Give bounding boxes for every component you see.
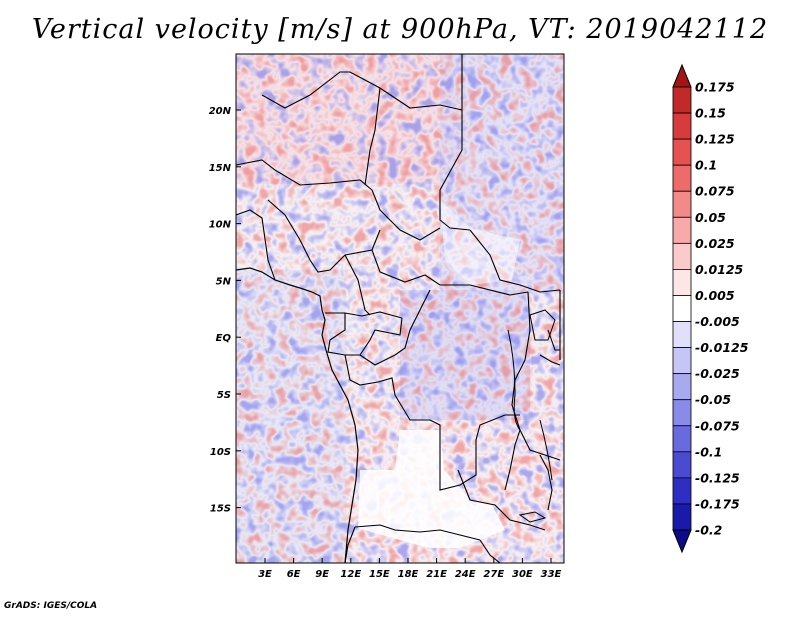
lon-label: 15E: [369, 569, 390, 580]
colorbar: 0.175 0.15 0.125 0.1 0.075 0.05 0.025 0.0125 0.0…: [672, 63, 749, 554]
colorbar-label: -0.005: [695, 314, 740, 329]
colorbar-max-arrow: [672, 63, 692, 88]
colorbar-swatch: [672, 164, 692, 192]
lon-label: 21E: [426, 569, 447, 580]
colorbar-swatch: [672, 347, 692, 375]
colorbar-label: 0.075: [695, 184, 735, 199]
lon-label: 27E: [483, 569, 504, 580]
colorbar-label: 0.125: [695, 132, 735, 147]
coastline: [236, 267, 556, 563]
lat-label: 10N: [209, 220, 232, 231]
lon-label: 12E: [340, 569, 361, 580]
lat-label: EQ: [216, 333, 232, 344]
lon-label: 33E: [541, 569, 562, 580]
colorbar-label: 0.1: [695, 158, 717, 173]
lat-label: 15S: [210, 504, 231, 515]
lat-label: 20N: [209, 106, 232, 117]
colorbar-label: 0.15: [695, 106, 726, 121]
colorbar-swatch: [672, 477, 692, 505]
colorbar-swatch: [672, 138, 692, 166]
colorbar-label: -0.2: [695, 523, 722, 538]
colorbar-label: 0.025: [695, 236, 735, 251]
map-frame: [235, 53, 565, 564]
lat-label: 5S: [217, 390, 231, 401]
lat-label: 15N: [209, 163, 232, 174]
lat-axis: 20N 15N 10N 5N EQ 5S 10S 15S: [209, 106, 241, 515]
colorbar-swatch: [672, 242, 692, 270]
lon-label: 6E: [287, 569, 301, 580]
map-title: Vertical velocity [m/s] at 900hPa, VT: 2…: [31, 14, 769, 45]
colorbar-swatch: [672, 451, 692, 479]
lon-axis: 3E 6E 9E 12E 15E 18E 21E 24E 27E 30E 33E: [258, 558, 562, 580]
colorbar-label: -0.05: [695, 392, 731, 407]
lon-label: 24E: [455, 569, 476, 580]
colorbar-label: -0.075: [695, 418, 740, 433]
colorbar-label: -0.1: [695, 444, 722, 459]
colorbar-swatch: [672, 399, 692, 427]
colorbar-label: 0.175: [695, 80, 735, 95]
colorbar-swatch: [672, 295, 692, 322]
colorbar-swatch: [672, 216, 692, 244]
colorbar-label: -0.0125: [695, 340, 749, 355]
lon-label: 30E: [512, 569, 533, 580]
colorbar-swatch: [672, 425, 692, 453]
colorbar-label: -0.175: [695, 496, 740, 511]
colorbar-label: 0.005: [695, 288, 735, 303]
colorbar-label: 0.05: [695, 210, 726, 225]
lon-label: 3E: [258, 569, 272, 580]
lon-label: 18E: [398, 569, 419, 580]
lat-label: 10S: [210, 447, 231, 458]
colorbar-label: -0.125: [695, 470, 740, 485]
colorbar-label: -0.025: [695, 366, 740, 381]
colorbar-label: 0.0125: [695, 262, 744, 277]
colorbar-swatch: [672, 373, 692, 401]
grads-credit: GrADS: IGES/COLA: [4, 601, 98, 611]
map-area: [236, 54, 564, 563]
colorbar-swatch: [672, 190, 692, 218]
colorbar-swatch: [672, 503, 692, 531]
colorbar-min-arrow: [672, 529, 692, 554]
colorbar-swatch: [672, 112, 692, 140]
colorbar-swatch: [672, 86, 692, 114]
lat-label: 5N: [216, 276, 232, 287]
lon-label: 9E: [315, 569, 329, 580]
colorbar-swatch: [672, 321, 692, 348]
country-borders: [236, 54, 561, 563]
colorbar-swatch: [672, 269, 692, 296]
